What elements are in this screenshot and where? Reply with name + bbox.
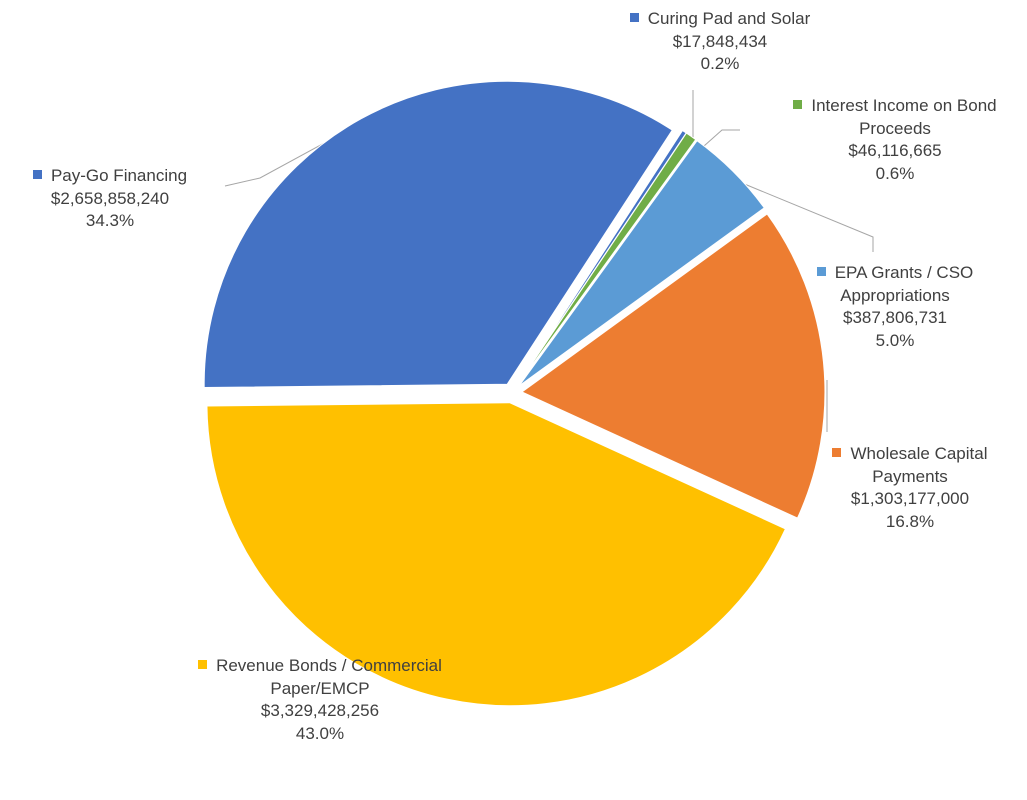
label-name-row: EPA Grants / CSO Appropriations <box>795 262 995 307</box>
category-label: Interest Income on Bond Proceeds <box>811 96 997 138</box>
percentage-label: 43.0% <box>295 723 345 743</box>
label-name-row: Pay-Go Financing <box>0 165 220 188</box>
pie-slice <box>520 213 826 519</box>
data-label: Interest Income on Bond Proceeds $46,116,… <box>760 95 1027 185</box>
legend-swatch <box>793 100 803 109</box>
legend-swatch <box>816 267 826 276</box>
pie-slice <box>517 132 697 386</box>
legend-swatch <box>198 660 208 669</box>
pie-slice <box>206 402 787 707</box>
value-label: $1,303,177,000 <box>850 489 970 508</box>
data-label: Curing Pad and Solar $17,848,434 0.2% <box>610 8 830 76</box>
percentage-label: 16.8% <box>885 511 935 531</box>
label-name-row: Wholesale Capital Payments <box>810 443 1010 488</box>
value-label: $17,848,434 <box>672 31 768 51</box>
label-name-row: Curing Pad and Solar <box>610 8 830 31</box>
value-label: $387,806,731 <box>843 308 947 327</box>
percentage-label: 0.6% <box>875 163 915 183</box>
percentage-label: 5.0% <box>875 330 915 350</box>
pie-slice <box>203 80 673 389</box>
legend-swatch <box>832 448 842 457</box>
value-label: $46,116,665 <box>848 141 942 160</box>
data-label: Revenue Bonds / Commercial Paper/EMCP $3,… <box>180 655 460 745</box>
data-label: EPA Grants / CSO Appropriations $387,806,… <box>795 262 995 352</box>
legend-swatch <box>629 13 639 22</box>
category-label: Pay-Go Financing <box>50 166 188 185</box>
leader-line <box>703 129 740 147</box>
category-label: Wholesale Capital Payments <box>850 444 988 486</box>
category-label: EPA Grants / CSO Appropriations <box>834 263 974 305</box>
value-label: $2,658,858,240 <box>50 188 170 208</box>
value-label: $3,329,428,256 <box>260 701 380 720</box>
data-label: Wholesale Capital Payments $1,303,177,000… <box>810 443 1010 533</box>
leader-line <box>741 182 874 252</box>
legend-swatch <box>32 170 42 179</box>
category-label: Curing Pad and Solar <box>647 9 811 28</box>
label-name-row: Interest Income on Bond Proceeds <box>760 95 1027 140</box>
category-label: Revenue Bonds / Commercial Paper/EMCP <box>216 656 442 698</box>
percentage-label: 34.3% <box>85 211 135 230</box>
data-label: Pay-Go Financing $2,658,858,240 34.3% <box>0 165 220 233</box>
label-name-row: Revenue Bonds / Commercial Paper/EMCP <box>180 655 460 700</box>
pie-slice <box>518 140 765 387</box>
percentage-label: 0.2% <box>700 54 740 73</box>
